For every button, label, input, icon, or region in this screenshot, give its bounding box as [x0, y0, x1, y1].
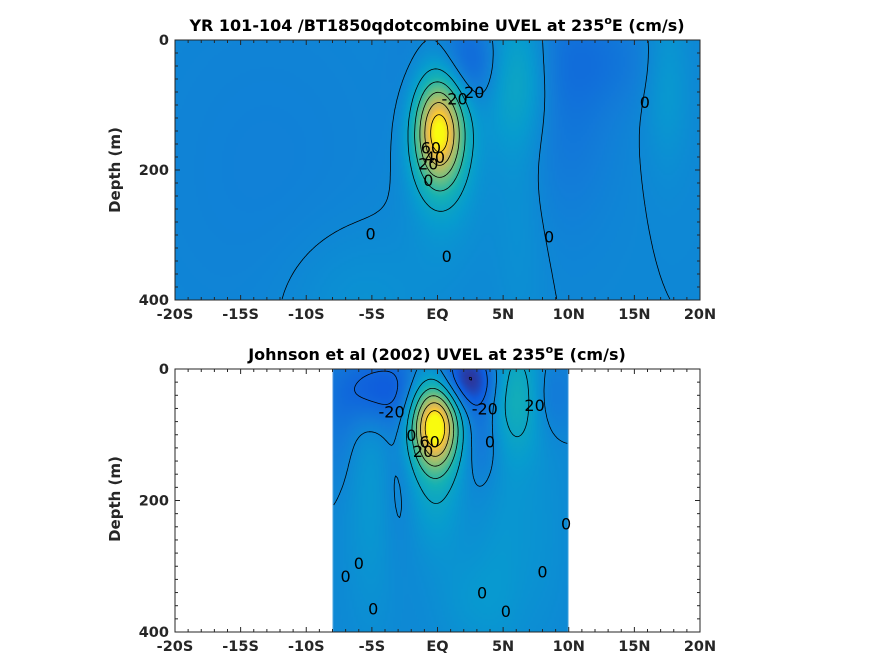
contour-label: 60 — [419, 432, 439, 451]
x-tick-label: EQ — [426, 307, 448, 323]
contour-label: 40 — [425, 148, 445, 167]
contour-label: 0 — [477, 584, 487, 603]
x-tick-label: -5S — [359, 307, 386, 323]
velocity-field-observed — [175, 369, 700, 632]
x-tick-label: -20S — [157, 307, 194, 323]
contour-label: 0 — [366, 225, 376, 244]
contour-label: -20 — [472, 399, 498, 418]
x-tick-label: 15N — [618, 639, 650, 655]
contour-label: 0 — [354, 554, 364, 573]
contour-line — [333, 369, 568, 519]
x-tick-label: -5S — [359, 639, 386, 655]
y-tick-label: 200 — [139, 163, 169, 179]
contour-label: 0 — [561, 515, 571, 534]
contour-label: 60 — [421, 138, 441, 157]
title-observed: Johnson et al (2002) UVEL at 235oE (cm/s… — [247, 343, 626, 364]
contour-label: 20 — [413, 442, 433, 461]
velocity-field-model — [175, 40, 700, 300]
contour-label: 0 — [368, 599, 378, 618]
x-tick-label: 15N — [618, 307, 650, 323]
contour-label: 0 — [640, 93, 650, 112]
contour-label: -20 — [442, 90, 468, 109]
y-tick-label: 0 — [159, 362, 169, 378]
x-tick-label: 20N — [684, 307, 716, 323]
contour-label: 0 — [501, 602, 511, 621]
x-tick-label: 5N — [492, 639, 514, 655]
panel-observed: Johnson et al (2002) UVEL at 235oE (cm/s… — [106, 343, 716, 655]
ylabel-model: Depth (m) — [106, 127, 124, 213]
contour-label: 20 — [464, 83, 484, 102]
x-tick-label: -15S — [222, 639, 259, 655]
contour-label: 0 — [406, 426, 416, 445]
x-tick-label: -10S — [288, 307, 325, 323]
y-tick-label: 400 — [139, 293, 169, 309]
contour-label: 0 — [423, 171, 433, 190]
contour-lines-observed — [333, 369, 568, 519]
x-tick-label: 10N — [553, 307, 585, 323]
y-tick-label: 0 — [159, 33, 169, 49]
contour-line — [281, 40, 671, 300]
contour-label: -20 — [379, 403, 405, 422]
x-tick-label: 10N — [553, 639, 585, 655]
title-model: YR 101-104 /BT1850qdotcombine UVEL at 23… — [188, 14, 684, 35]
contour-lines-model — [281, 40, 671, 300]
contour-label: 0 — [442, 247, 452, 266]
panel-model: YR 101-104 /BT1850qdotcombine UVEL at 23… — [106, 14, 716, 323]
contour-label: 0 — [341, 567, 351, 586]
contour-label: 20 — [524, 396, 544, 415]
y-tick-label: 400 — [139, 625, 169, 641]
x-tick-label: 20N — [684, 639, 716, 655]
contour-label: 20 — [418, 155, 438, 174]
contour-label: 0 — [537, 563, 547, 582]
x-tick-label: 5N — [492, 307, 514, 323]
contour-label: 0 — [485, 432, 495, 451]
x-tick-label: EQ — [426, 639, 448, 655]
y-tick-label: 200 — [139, 494, 169, 510]
x-tick-label: -20S — [157, 639, 194, 655]
x-tick-label: -15S — [222, 307, 259, 323]
x-tick-label: -10S — [288, 639, 325, 655]
contour-label: 0 — [544, 227, 554, 246]
ylabel-observed: Depth (m) — [106, 456, 124, 542]
